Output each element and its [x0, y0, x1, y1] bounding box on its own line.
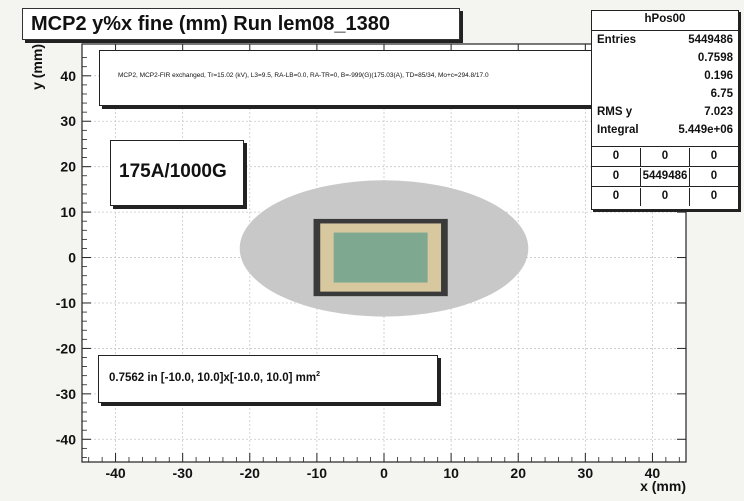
stats-grid-divider — [689, 168, 690, 186]
stats-value: 6.75 — [710, 88, 733, 100]
y-tick-label: 40 — [60, 68, 76, 84]
x-tick-label: 10 — [443, 465, 459, 481]
fraction-label: 0.7562 in [-10.0, 10.0]x[-10.0, 10.0] mm… — [109, 371, 320, 384]
y-tick-label: 10 — [60, 204, 76, 220]
x-tick-label: -20 — [240, 465, 260, 481]
y-tick-label: -30 — [56, 386, 76, 402]
stats-box: hPos00 Entries 5449486 0.7598 0.196 6.75… — [591, 10, 739, 210]
stats-grid-cell: 0 — [661, 190, 669, 202]
heatmap-regions — [239, 180, 529, 317]
y-tick-label: -10 — [56, 295, 76, 311]
stats-value: 7.023 — [704, 106, 733, 118]
stats-divider — [592, 30, 738, 31]
x-tick-label: -40 — [105, 465, 125, 481]
stats-value: 0.7598 — [697, 52, 733, 64]
stats-value: 5.449e+06 — [678, 124, 733, 136]
stats-grid-row: 0 5449486 0 — [592, 168, 738, 186]
chart-title-box: MCP2 y%x fine (mm) Run lem08_1380 — [22, 8, 460, 40]
stats-grid-cell: 0 — [710, 150, 718, 162]
stats-grid-cell: 0 — [710, 170, 718, 182]
stats-grid-divider — [640, 168, 641, 186]
x-tick-label: -30 — [173, 465, 193, 481]
stats-label: Entries — [597, 34, 636, 46]
fraction-text: 0.7562 in [-10.0, 10.0]x[-10.0, 10.0] mm — [109, 371, 317, 384]
y-tick-label: 30 — [60, 113, 76, 129]
y-tick-label: 20 — [60, 159, 76, 175]
stats-divider — [592, 186, 738, 187]
stats-grid-divider — [689, 188, 690, 206]
stats-row: 6.75 — [592, 86, 738, 104]
stats-value: 0.196 — [704, 70, 733, 82]
axis-tick-labels: -40 -30 -20 -10 0 10 20 30 40-40-30-20-100102030… — [56, 68, 661, 481]
x-axis-label: x (mm) — [640, 478, 686, 494]
stats-value: 5449486 — [688, 34, 733, 46]
setting-label: 175A/1000G — [119, 161, 227, 182]
stats-row: RMS y 7.023 — [592, 104, 738, 122]
fraction-unit-sup: 2 — [316, 371, 321, 378]
stats-name: hPos00 — [644, 13, 686, 25]
stats-grid-divider — [640, 148, 641, 166]
stats-label: RMS y — [597, 106, 633, 118]
stats-grid-cell: 0 — [612, 190, 620, 202]
stats-row: Integral 5.449e+06 — [592, 122, 738, 140]
x-tick-label: 40 — [645, 465, 661, 481]
x-tick-label: 20 — [510, 465, 526, 481]
fraction-box: 0.7562 in [-10.0, 10.0]x[-10.0, 10.0] mm… — [98, 355, 438, 403]
run-info-box: MCP2, MCP2-FIR exchanged, Tr=15.02 (kV),… — [99, 50, 681, 106]
y-axis-label: y (mm) — [29, 44, 45, 90]
y-tick-label: -40 — [56, 431, 76, 447]
stats-grid-divider — [689, 148, 690, 166]
stats-row: 0.196 — [592, 68, 738, 86]
stats-divider — [592, 166, 738, 167]
stats-grid-row: 0 0 0 — [592, 188, 738, 206]
stats-grid-cell: 5449486 — [642, 170, 688, 182]
stats-grid-divider — [640, 188, 641, 206]
x-tick-label: 30 — [578, 465, 594, 481]
setting-label-box: 175A/1000G — [110, 140, 244, 206]
stats-grid-row: 0 0 0 — [592, 148, 738, 166]
stats-grid-cell: 0 — [661, 150, 669, 162]
stats-divider — [592, 146, 738, 147]
stats-row: Entries 5449486 — [592, 32, 738, 50]
x-tick-label: 0 — [380, 465, 388, 481]
stats-grid-cell: 0 — [612, 170, 620, 182]
chart-title: MCP2 y%x fine (mm) Run lem08_1380 — [31, 13, 391, 35]
x-tick-label: -10 — [307, 465, 327, 481]
heatmap-region-center — [333, 232, 428, 283]
stats-grid-cell: 0 — [612, 150, 620, 162]
y-tick-label: 0 — [68, 250, 76, 266]
y-tick-label: -20 — [56, 340, 76, 356]
run-info-text: MCP2, MCP2-FIR exchanged, Tr=15.02 (kV),… — [118, 72, 489, 79]
stats-header: hPos00 — [592, 11, 738, 29]
stats-grid-cell: 0 — [710, 190, 718, 202]
stats-label: Integral — [597, 124, 639, 136]
stats-row: 0.7598 — [592, 50, 738, 68]
